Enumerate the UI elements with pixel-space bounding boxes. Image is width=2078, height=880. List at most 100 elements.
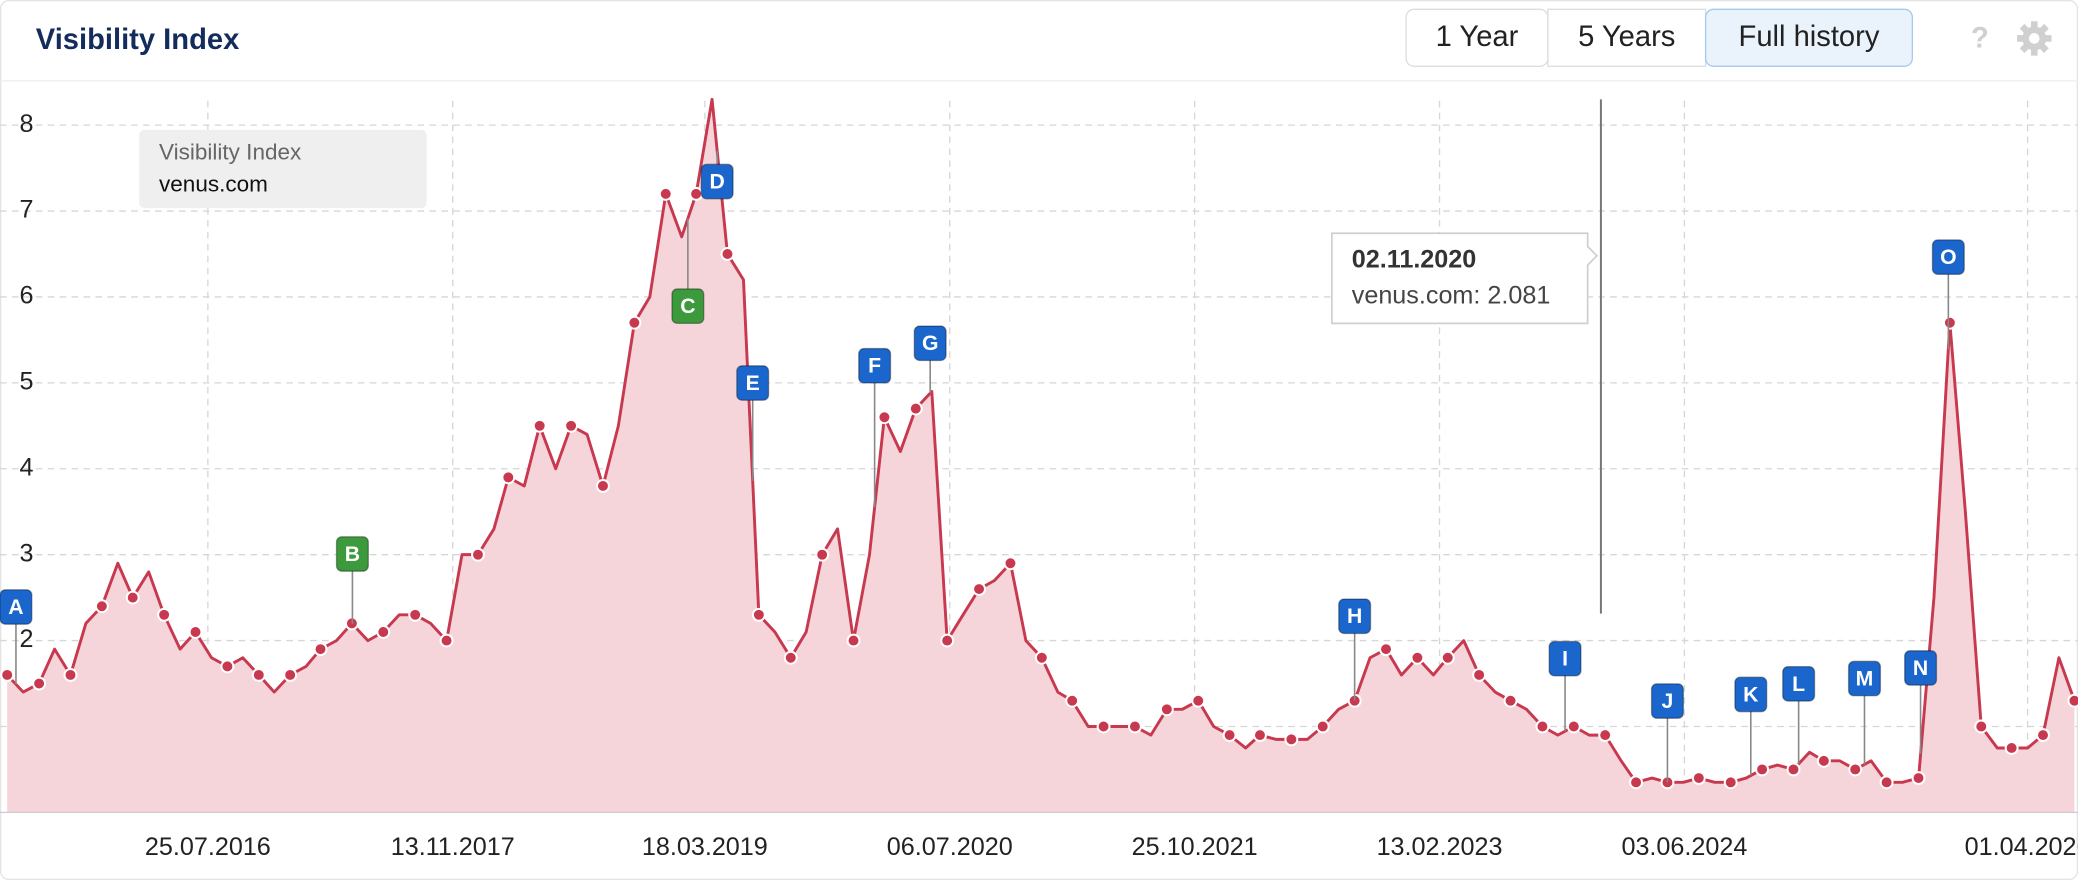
event-box — [1734, 676, 1768, 713]
event-label: I — [1562, 648, 1568, 671]
event-marker[interactable]: M — [1847, 660, 1882, 765]
data-point — [1315, 719, 1330, 734]
data-point — [32, 676, 47, 691]
data-point — [1723, 775, 1738, 790]
data-point — [2067, 693, 2078, 708]
legend-title: Visibility Index — [159, 140, 302, 165]
data-point — [1816, 753, 1831, 768]
data-point — [658, 186, 673, 201]
help-icon-glyph: ? — [1971, 22, 1989, 54]
data-point — [501, 470, 516, 485]
legend-box — [139, 129, 427, 209]
data-point — [470, 547, 485, 562]
data-point — [1096, 719, 1111, 734]
data-point — [846, 633, 861, 648]
event-box — [671, 288, 705, 325]
plot: 1234567825.07.201613.11.201718.03.201906… — [0, 97, 2078, 861]
event-marker[interactable]: O — [1931, 239, 1965, 350]
data-point — [1503, 693, 1518, 708]
event-label: B — [345, 543, 360, 566]
data-point — [94, 599, 109, 614]
event-label: K — [1743, 683, 1759, 706]
event-marker[interactable]: I — [1548, 640, 1582, 732]
data-point — [1034, 650, 1049, 665]
event-marker[interactable]: F — [858, 347, 892, 508]
range-buttons: 1 Year 5 Years Full history — [1405, 8, 1914, 67]
data-point — [532, 418, 547, 433]
event-box — [700, 163, 734, 200]
event-box — [1650, 683, 1685, 719]
data-point — [125, 590, 140, 605]
y-tick-label: 4 — [20, 453, 34, 481]
event-box — [736, 365, 770, 401]
data-point — [439, 633, 454, 648]
data-point — [1065, 693, 1080, 708]
x-tick-label: 13.11.2017 — [391, 833, 515, 861]
event-box — [1904, 650, 1938, 686]
data-point — [1191, 693, 1206, 708]
x-tick-label: 01.04.2026 — [1965, 833, 2078, 861]
range-button[interactable]: Full history — [1704, 8, 1914, 67]
event-label: F — [868, 355, 881, 378]
event-marker[interactable]: J — [1650, 683, 1685, 783]
event-label: O — [1940, 246, 1956, 269]
range-button[interactable]: 5 Years — [1547, 8, 1707, 67]
data-point — [783, 650, 798, 665]
event-marker[interactable]: D — [700, 150, 734, 200]
data-point — [1379, 642, 1393, 657]
data-point — [1159, 702, 1174, 717]
event-marker[interactable]: B — [335, 536, 369, 624]
data-point — [689, 186, 704, 201]
event-label: H — [1347, 605, 1362, 628]
x-tick-label: 25.10.2021 — [1132, 833, 1258, 861]
x-tick-label: 06.07.2020 — [887, 833, 1013, 861]
event-label: M — [1856, 667, 1874, 690]
event-marker[interactable]: E — [736, 365, 770, 481]
help-icon[interactable]: ? — [1971, 22, 1989, 54]
data-point — [1629, 775, 1644, 790]
tooltip-box — [1331, 232, 1599, 325]
event-box — [1548, 640, 1582, 677]
data-point — [1410, 650, 1425, 665]
y-tick-label: 8 — [20, 110, 34, 138]
event-label: N — [1913, 657, 1928, 680]
data-point — [1440, 650, 1455, 665]
range-button-bg — [1704, 8, 1914, 67]
event-box — [1338, 598, 1372, 635]
event-marker[interactable]: N — [1904, 650, 1938, 754]
event-label: A — [8, 596, 23, 619]
range-button[interactable]: 1 Year — [1405, 8, 1549, 67]
event-marker[interactable]: A — [0, 589, 33, 685]
range-button-label: 5 Years — [1578, 21, 1675, 53]
x-tick-label: 13.02.2023 — [1377, 833, 1503, 861]
y-tick-label: 7 — [20, 196, 34, 224]
data-point — [157, 607, 172, 622]
event-marker[interactable]: H — [1338, 598, 1372, 701]
event-marker[interactable]: K — [1734, 676, 1768, 776]
data-point — [720, 247, 735, 261]
event-marker[interactable]: G — [913, 325, 947, 394]
chart-title: Visibility Index — [36, 24, 240, 56]
data-point — [1566, 719, 1581, 734]
settings-icon[interactable] — [2017, 21, 2052, 56]
event-box — [335, 536, 369, 572]
gear-hole — [2028, 33, 2040, 44]
data-point — [408, 607, 423, 622]
event-label: C — [680, 295, 695, 318]
event-box — [0, 589, 33, 625]
data-point — [1879, 775, 1894, 790]
event-marker[interactable]: C — [671, 218, 705, 325]
data-point — [815, 547, 830, 562]
data-point — [313, 642, 328, 657]
data-point — [188, 625, 203, 639]
data-point — [940, 633, 955, 648]
legend-entry: venus.com — [159, 172, 268, 197]
range-button-label: Full history — [1739, 21, 1880, 53]
data-point — [1974, 719, 1989, 734]
data-point — [564, 418, 579, 433]
data-point — [751, 607, 766, 622]
event-label: L — [1792, 673, 1805, 696]
event-box — [1782, 665, 1816, 702]
event-marker[interactable]: L — [1782, 665, 1816, 764]
